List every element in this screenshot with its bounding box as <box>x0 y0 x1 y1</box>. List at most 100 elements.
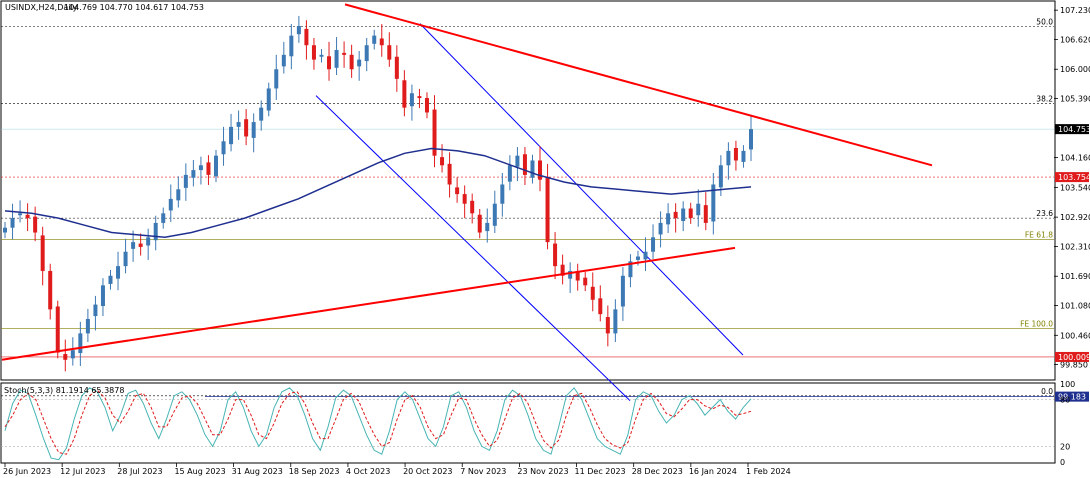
x-tick-label-0: 26 Jun 2023 <box>3 467 51 476</box>
level-label-3: FE 61.8 <box>1025 231 1053 240</box>
price-tags: 104.753 103.754 100.009 99.183 <box>1055 124 1090 402</box>
channel-lines <box>315 23 744 401</box>
candle-body <box>108 275 113 284</box>
candle-body <box>289 35 294 57</box>
level-label-4: FE 100.0 <box>1020 320 1053 329</box>
candle-body <box>507 165 512 182</box>
moving-average <box>4 147 752 239</box>
y-tick-label-9: 101.080 <box>1060 302 1090 311</box>
y-tick-label-5: 103.540 <box>1060 183 1090 192</box>
candle-body <box>266 88 271 111</box>
candle-body <box>274 69 279 89</box>
candle-body <box>213 155 218 177</box>
y-tick-label-10: 100.460 <box>1060 331 1090 340</box>
stochastic: 100 80 20 0 <box>1 380 1075 467</box>
candle-body <box>78 333 83 354</box>
candle-body <box>432 109 437 156</box>
candle-body <box>575 270 580 281</box>
candle-body <box>613 309 618 334</box>
candle-body <box>357 59 362 67</box>
candle-body <box>372 35 377 44</box>
stoch-tick-label-2: 20 <box>1060 442 1070 451</box>
candle-body <box>605 317 610 334</box>
candle-body <box>394 56 399 79</box>
x-tick-label-10: 11 Dec 2023 <box>575 467 626 476</box>
x-tick-label-5: 18 Sep 2023 <box>289 467 340 476</box>
candle-body <box>70 350 75 359</box>
candle-body <box>703 205 708 223</box>
candle-body <box>590 286 595 300</box>
candle-body <box>643 251 648 260</box>
level-lines: 50.0 38.2 23.6 FE 61.8 FE 100.0 0.0 <box>1 17 1054 398</box>
x-tick-label-8: 7 Nov 2023 <box>460 467 506 476</box>
candle-body <box>183 174 188 188</box>
candle-body <box>221 141 226 155</box>
support-trendline <box>1 246 736 361</box>
candle-body <box>477 214 482 233</box>
candle-body <box>85 318 90 334</box>
candle-body <box>116 266 121 279</box>
candle-body <box>440 157 445 166</box>
candle-body <box>138 243 143 247</box>
candle-body <box>696 203 701 216</box>
candle-body <box>500 184 505 204</box>
candle-body <box>628 261 633 278</box>
candle-body <box>598 298 603 315</box>
price-tag-0 <box>1055 124 1089 135</box>
x-tick-label-13: 1 Feb 2024 <box>746 467 791 476</box>
stoch-tick-label-1: 80 <box>1060 396 1070 405</box>
price-tag-1 <box>1055 172 1089 183</box>
stoch-signal-line <box>4 389 752 455</box>
candle-body <box>681 208 686 221</box>
candle-body <box>327 56 332 70</box>
candle-body <box>123 251 128 267</box>
candle-body <box>25 214 30 219</box>
candle-body <box>379 38 384 46</box>
candle-body <box>311 45 316 60</box>
candle-body <box>198 165 203 171</box>
y-tick-label-8: 101.690 <box>1060 272 1090 281</box>
y-tick-label-3: 105.390 <box>1060 95 1090 104</box>
price-axis: 107.230 106.620 106.000 105.390 104.160 103.5… <box>1054 6 1090 370</box>
chart-header-symbol: USINDX,H24,Daily <box>5 3 78 12</box>
stoch-tick-label-3: 0 <box>1060 458 1065 467</box>
y-tick-label-2: 106.000 <box>1060 65 1090 74</box>
x-tick-label-2: 28 Jul 2023 <box>117 467 162 476</box>
candle-body <box>244 119 249 137</box>
candle-body <box>259 107 264 121</box>
candle-body <box>455 187 460 195</box>
candle-body <box>711 184 716 222</box>
candle-body <box>651 237 656 252</box>
candle-body <box>176 189 181 201</box>
stoch-main-line <box>4 387 752 461</box>
candle-body <box>146 237 151 246</box>
candle-body <box>733 147 738 161</box>
price-tag-label-1: 103.754 <box>1058 173 1090 182</box>
trend-lines <box>1 3 933 361</box>
candle-body <box>666 213 671 225</box>
level-label-1: 38.2 <box>1036 94 1053 103</box>
y-tick-label-1: 106.620 <box>1060 35 1090 44</box>
candle-body <box>342 52 347 55</box>
candle-body <box>492 203 497 226</box>
channel-upper-line <box>419 23 744 356</box>
candle-body <box>191 170 196 178</box>
candle-body <box>10 218 15 228</box>
candle-body <box>387 45 392 60</box>
candle-body <box>18 213 23 216</box>
candle-body <box>424 98 429 113</box>
level-label-5: 0.0 <box>1041 387 1053 396</box>
candle-body <box>658 222 663 235</box>
y-tick-label-6: 102.920 <box>1060 213 1090 222</box>
candle-body <box>545 176 550 243</box>
candle-body <box>168 198 173 211</box>
candle-body <box>100 285 105 307</box>
candle-body <box>334 50 339 68</box>
ma-line <box>4 147 752 239</box>
candle-body <box>364 45 369 62</box>
x-tick-label-12: 16 Jan 2024 <box>689 467 737 476</box>
candle-body <box>48 270 53 310</box>
candle-body <box>530 160 535 178</box>
candle-body <box>3 227 7 233</box>
